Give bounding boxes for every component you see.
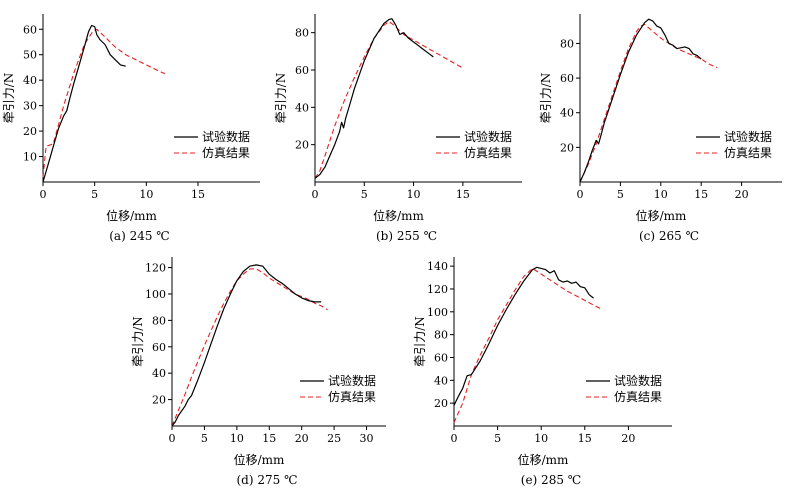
y-tick-label: 60 [152,341,166,354]
legend-label-sim: 仿真结果 [614,390,662,404]
series-line-sim [579,23,718,183]
y-tick-label: 120 [145,262,166,275]
y-tick-label: 80 [152,314,166,327]
x-tick-label: 20 [295,432,309,445]
y-tick-label: 20 [152,394,166,407]
series-line-test [453,266,594,406]
x-tick-label: 0 [451,432,458,445]
legend-label-test: 试验数据 [202,129,250,144]
series-line-sim [314,20,464,179]
y-tick-label: 60 [295,64,309,77]
y-tick-label: 20 [560,141,574,154]
legend-label-test: 试验数据 [614,373,662,388]
legend-label-sim: 仿真结果 [202,146,250,160]
y-tick-label: 120 [427,283,448,296]
y-axis-title: 牵引力/N [274,73,288,124]
series-line-test [171,264,322,427]
series-line-test [579,18,702,183]
x-tick-label: 25 [327,432,341,445]
x-tick-label: 0 [169,432,176,445]
y-tick-label: 80 [434,329,448,342]
legend-label-sim: 仿真结果 [328,390,376,404]
x-axis-title: 位移/mm [373,208,424,223]
legend-label-sim: 仿真结果 [724,146,772,160]
x-axis-title: 位移/mm [636,208,687,223]
x-tick-label: 10 [230,432,244,445]
x-tick-label: 15 [262,432,276,445]
chart-panel-5: 0 5 10 15 20 20 40 60 80 100 120 140 位移/mm 牵引力/N (e) 2… [413,257,672,487]
y-tick-label: 50 [23,49,37,62]
series-line-sim [171,268,328,427]
y-tick-label: 40 [152,367,166,380]
x-tick-label: 0 [40,188,47,201]
chart-panel-1: 0 5 10 15 10 20 30 40 50 60 位移/mm 牵引力/N (a) 245 ℃ 试验数… [2,14,260,243]
chart-panel-2: 0 5 10 15 20 40 60 80 位移/mm 牵引力/N (b) 255 ℃ 试验数据仿真结… [274,14,522,243]
y-axis-title: 牵引力/N [539,73,553,124]
x-tick-label: 30 [360,432,374,445]
y-axis-title: 牵引力/N [2,73,16,124]
chart-caption: (b) 255 ℃ [376,229,437,243]
x-tick-label: 20 [621,432,635,445]
chart-panel-3: 0 5 10 15 20 20 40 60 80 位移/mm 牵引力/N (c) 265 ℃ 试验数据仿… [539,14,782,243]
x-tick-label: 20 [735,188,749,201]
x-axis-title: 位移/mm [518,452,569,467]
x-axis-title: 位移/mm [234,452,285,467]
y-tick-label: 40 [295,101,309,114]
y-axis-title: 牵引力/N [413,316,427,367]
chart-caption: (d) 275 ℃ [236,473,297,487]
legend-label-test: 试验数据 [464,129,512,144]
series-line-sim [453,267,603,423]
y-tick-label: 20 [295,139,309,152]
y-tick-label: 10 [23,151,37,164]
series-line-test [42,24,126,183]
x-tick-label: 5 [201,432,208,445]
y-tick-label: 100 [145,288,166,301]
y-tick-label: 40 [23,74,37,87]
chart-panel-4: 0 5 10 15 20 25 30 20 40 60 80 100 120 位移/mm 牵引力/N (d) … [131,257,386,487]
y-tick-label: 30 [23,100,37,113]
x-tick-label: 5 [617,188,624,201]
y-tick-label: 20 [434,397,448,410]
x-tick-label: 0 [577,188,584,201]
chart-caption: (a) 245 ℃ [109,229,169,243]
series-line-test [314,18,434,179]
y-tick-label: 60 [23,23,37,36]
y-tick-label: 100 [427,306,448,319]
x-tick-label: 15 [191,188,205,201]
legend-label-test: 试验数据 [328,373,376,388]
y-tick-label: 140 [427,260,448,273]
chart-caption: (e) 285 ℃ [521,473,581,487]
legend-label-test: 试验数据 [724,129,772,144]
legend-label-sim: 仿真结果 [464,146,512,160]
y-tick-label: 80 [560,37,574,50]
x-tick-label: 10 [139,188,153,201]
x-tick-label: 15 [456,188,470,201]
x-axis-title: 位移/mm [106,208,157,223]
x-tick-label: 10 [654,188,668,201]
x-tick-label: 5 [361,188,368,201]
y-tick-label: 40 [560,107,574,120]
x-tick-label: 5 [494,432,501,445]
x-tick-label: 15 [694,188,708,201]
y-axis-title: 牵引力/N [131,316,145,367]
series-line-sim [42,28,166,177]
x-tick-label: 10 [534,432,548,445]
y-tick-label: 40 [434,374,448,387]
y-tick-label: 20 [23,125,37,138]
chart-caption: (c) 265 ℃ [639,229,699,243]
x-tick-label: 5 [91,188,98,201]
y-tick-label: 80 [295,27,309,40]
x-tick-label: 15 [578,432,592,445]
y-tick-label: 60 [434,351,448,364]
x-tick-label: 10 [407,188,421,201]
y-tick-label: 60 [560,72,574,85]
x-tick-label: 0 [312,188,319,201]
